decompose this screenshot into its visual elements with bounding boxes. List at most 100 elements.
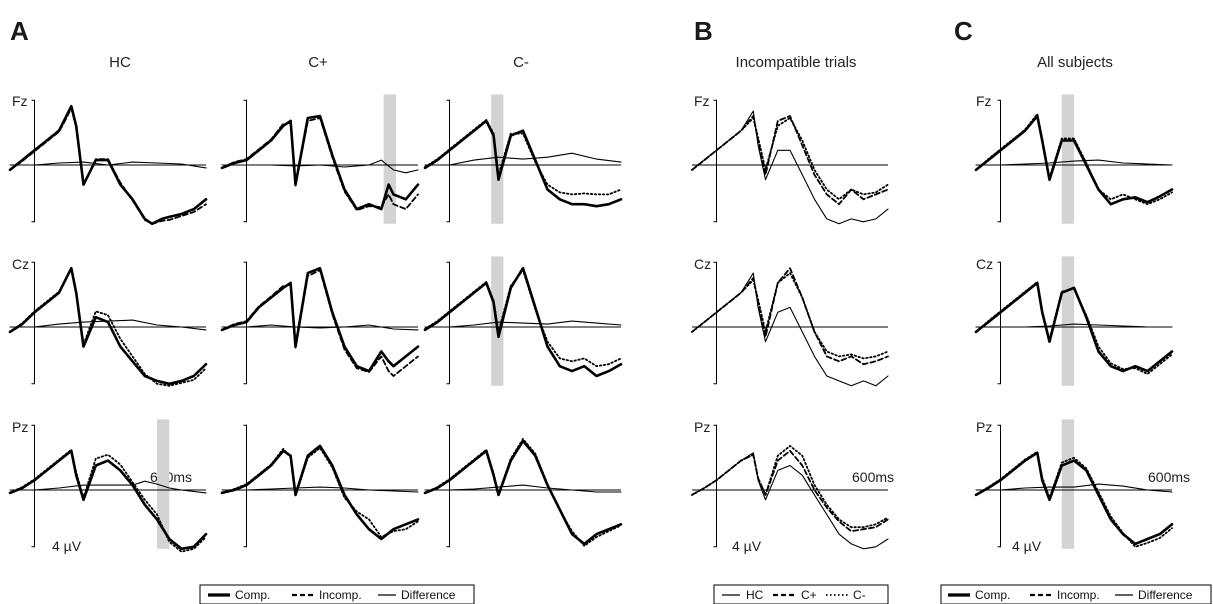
channel-label-pz-c: Pz: [976, 419, 992, 435]
trace-hc: [691, 110, 889, 225]
legend-label-cplus: C+: [801, 588, 817, 602]
trace-c-: [691, 117, 889, 201]
trace-c-: [691, 445, 889, 529]
trace-c-: [691, 449, 889, 533]
erp-panel-b-pz: [691, 424, 889, 550]
legend-label-incomp: Incomp.: [319, 588, 362, 602]
channel-label-cz-a: Cz: [12, 256, 29, 272]
trace-incomp-: [9, 267, 207, 387]
erp-panel-a-c-cz: [423, 256, 623, 386]
trace-difference: [221, 486, 419, 493]
trace-comp-: [220, 266, 420, 373]
legend-group-b: HC C+ C-: [713, 584, 889, 604]
legend-label-cminus: C-: [853, 588, 866, 602]
trace-incomp-: [424, 119, 622, 196]
amplitude-axis: [713, 261, 717, 385]
legend-label-comp: Comp.: [235, 588, 270, 602]
amplitude-axis: [713, 424, 717, 548]
amplitude-axis: [713, 99, 717, 223]
trace-incomp-: [9, 107, 207, 225]
amplitude-axis: [446, 424, 450, 548]
trace-hc: [691, 272, 889, 387]
channel-label-pz-a: Pz: [12, 419, 28, 435]
legend-label-comp: Comp.: [975, 588, 1010, 602]
trace-c-: [691, 267, 889, 366]
trace-difference: [9, 319, 207, 331]
trace-difference: [424, 320, 622, 328]
erp-panel-a-c-fz: [423, 94, 623, 224]
legend-frame: [713, 584, 889, 604]
amplitude-axis: [31, 261, 35, 385]
highlight-window: [1061, 94, 1075, 224]
trace-incomp-: [221, 269, 419, 377]
trace-incomp-: [975, 281, 1173, 375]
erp-panel-a-hc-pz: [8, 419, 208, 553]
trace-difference: [424, 152, 622, 166]
time-scale-label-a: 600ms: [150, 469, 192, 485]
time-scale-label-c: 600ms: [1148, 469, 1190, 485]
trace-c-: [691, 272, 889, 360]
trace-difference: [424, 484, 622, 493]
legend-label-difference: Difference: [1138, 588, 1193, 602]
channel-label-fz-b: Fz: [694, 93, 710, 109]
erp-panel-a-hc-cz: [8, 261, 208, 387]
erp-panel-a-c-pz: [220, 424, 420, 548]
trace-difference: [975, 323, 1173, 328]
column-title-cminus: C-: [513, 54, 529, 71]
channel-label-fz-c: Fz: [976, 93, 992, 109]
erp-panel-a-hc-fz: [8, 99, 208, 226]
trace-comp-: [423, 439, 623, 546]
erp-panel-b-cz: [691, 261, 889, 387]
highlight-window: [1061, 256, 1075, 386]
trace-incomp-: [424, 269, 622, 368]
legend-condition-a: Comp. Incomp. Difference: [199, 584, 475, 604]
trace-difference: [221, 324, 419, 331]
trace-c-: [691, 115, 889, 206]
erp-panel-a-c-fz: [220, 94, 420, 224]
amplitude-axis: [31, 424, 35, 548]
trace-incomp-: [221, 447, 419, 538]
legend-frame: [940, 584, 1212, 604]
erp-panel-c-pz: [974, 419, 1174, 549]
trace-comp-: [423, 266, 623, 378]
channel-label-cz-c: Cz: [976, 256, 993, 272]
trace-incomp-: [975, 113, 1173, 206]
panel-letter-b: B: [694, 16, 713, 46]
panel-letter-c: C: [954, 16, 973, 46]
legend-condition-c: Comp. Incomp. Difference: [940, 584, 1212, 604]
trace-incomp-: [221, 117, 419, 211]
trace-incomp-: [424, 438, 622, 547]
trace-difference: [9, 161, 207, 169]
amplitude-scale-label-c: 4 µV: [1012, 538, 1042, 554]
trace-comp-: [220, 444, 420, 541]
column-title-hc: HC: [109, 54, 131, 71]
column-title-cplus: C+: [308, 54, 328, 71]
trace-incomp-: [975, 450, 1173, 548]
column-title-all-subjects: All subjects: [1037, 54, 1113, 71]
amplitude-axis: [446, 99, 450, 223]
erp-panel-c-cz: [974, 256, 1174, 386]
amplitude-axis: [446, 261, 450, 385]
trace-difference: [9, 480, 207, 494]
waveform-panels: [8, 94, 1174, 553]
amplitude-axis: [31, 99, 35, 223]
highlight-window: [157, 419, 170, 549]
erp-panel-a-c-cz: [220, 261, 420, 385]
column-title-incompatible: Incompatible trials: [736, 54, 857, 71]
channel-label-fz-a: Fz: [12, 93, 28, 109]
highlight-window: [1061, 419, 1075, 549]
channel-label-pz-b: Pz: [694, 419, 710, 435]
legend-label-difference: Difference: [401, 588, 456, 602]
amplitude-axis: [997, 424, 1001, 548]
trace-difference: [975, 483, 1173, 493]
panel-letter-a: A: [10, 16, 29, 46]
trace-comp-: [8, 449, 208, 551]
amplitude-axis: [997, 99, 1001, 223]
erp-panel-c-fz: [974, 94, 1174, 224]
channel-label-cz-b: Cz: [694, 256, 711, 272]
legend-label-hc: HC: [746, 588, 764, 602]
erp-panel-b-fz: [691, 99, 889, 225]
amplitude-scale-label-a: 4 µV: [52, 538, 82, 554]
erp-panel-a-c-pz: [423, 424, 623, 548]
